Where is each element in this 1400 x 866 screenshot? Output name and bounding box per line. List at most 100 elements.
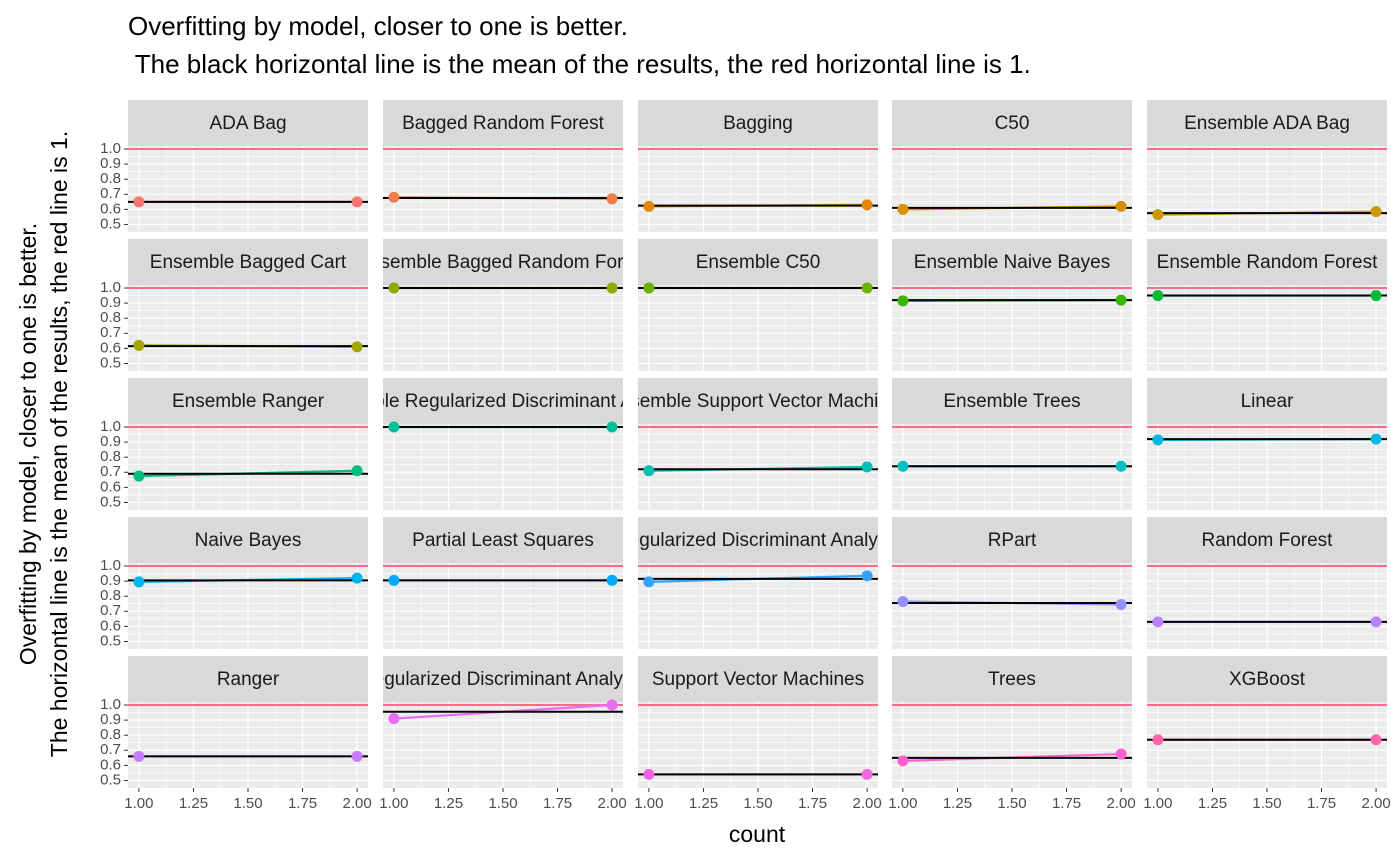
data-point xyxy=(861,282,873,294)
strip-label: Ensemble C50 xyxy=(696,252,821,273)
x-axis-title: count xyxy=(729,821,786,847)
strip-background xyxy=(383,100,623,146)
strip-label: Ensemble Trees xyxy=(943,391,1080,412)
x-tick-label: 1.75 xyxy=(1307,795,1336,812)
strip-background xyxy=(892,656,1132,702)
facet-panel: Ranger 0.50.60.70.80.91.0 1.00 1.25 1.50 1.75… xyxy=(100,656,372,812)
data-point xyxy=(133,196,145,208)
strip-background xyxy=(128,239,368,285)
strip-label: Random Forest xyxy=(1202,530,1334,551)
facet-panel: Ensemble C50 xyxy=(638,239,878,371)
y-tick-label: 1.0 xyxy=(100,279,121,296)
y-tick-label: 1.0 xyxy=(100,696,121,713)
strip-label: Bagged Random Forest xyxy=(402,113,604,134)
x-tick-label: 1.25 xyxy=(434,795,463,812)
facet-panel: Ensemble Bagged Cart 0.50.60.70.80.91.0 xyxy=(100,239,368,371)
x-tick-label: 1.00 xyxy=(124,795,153,812)
strip-label: Ensemble Random Forest xyxy=(1157,252,1378,273)
y-tick-label: 0.8 xyxy=(100,170,121,187)
x-tick-label: 1.00 xyxy=(1143,795,1172,812)
facet-panel: Ensemble ADA Bag xyxy=(1147,100,1387,232)
data-point xyxy=(861,461,873,473)
y-tick-label: 0.6 xyxy=(100,200,121,217)
data-point xyxy=(861,570,873,582)
facet-panel: C50 xyxy=(892,100,1132,232)
data-point xyxy=(861,768,873,780)
strip-background xyxy=(892,239,1132,285)
strip-background xyxy=(1147,378,1387,424)
data-point xyxy=(1152,434,1164,446)
strip-background xyxy=(383,656,623,702)
data-point xyxy=(606,193,618,205)
strip-background xyxy=(383,239,623,285)
y-tick-label: 0.9 xyxy=(100,294,121,311)
data-point xyxy=(643,768,655,780)
x-tick-label: 1.75 xyxy=(288,795,317,812)
data-point xyxy=(897,203,909,215)
data-point xyxy=(133,750,145,762)
facet-panel: Ensemble Support Vector Machines xyxy=(638,378,878,510)
data-point xyxy=(1115,748,1127,760)
x-tick-label: 1.25 xyxy=(689,795,718,812)
strip-label: RPart xyxy=(988,530,1037,551)
facet-panel: Ensemble Regularized Discriminant Analys… xyxy=(383,378,623,510)
data-point xyxy=(897,595,909,607)
facet-panel: Naive Bayes 0.50.60.70.80.91.0 xyxy=(100,517,368,649)
y-tick-label: 0.5 xyxy=(100,215,121,232)
strip-label: Naive Bayes xyxy=(195,530,302,551)
facet-panel: Ensemble Trees xyxy=(892,378,1132,510)
strip-label: Ensemble Naive Bayes xyxy=(914,252,1110,273)
strip-background xyxy=(128,100,368,146)
x-tick-label: 1.50 xyxy=(233,795,262,812)
y-tick-label: 0.9 xyxy=(100,572,121,589)
strip-label: C50 xyxy=(995,113,1030,134)
facet-panel: Regularized Discriminant Analysis 1.00 1.2… xyxy=(360,656,646,812)
facet-panel: Trees 1.00 1.25 1.50 1.75 2.00 xyxy=(888,656,1136,812)
data-point xyxy=(897,755,909,767)
facet-panel: Ensemble Ranger 0.50.60.70.80.91.0 xyxy=(100,378,368,510)
data-point xyxy=(1370,616,1382,628)
data-point xyxy=(897,460,909,472)
y-tick-label: 0.6 xyxy=(100,339,121,356)
y-tick-label: 0.9 xyxy=(100,711,121,728)
chart-title: Overfitting by model, closer to one is b… xyxy=(128,11,628,41)
strip-background xyxy=(892,517,1132,563)
data-point xyxy=(606,574,618,586)
data-point xyxy=(1115,598,1127,610)
data-point xyxy=(606,699,618,711)
y-tick-label: 0.5 xyxy=(100,354,121,371)
data-point xyxy=(351,341,363,353)
data-point xyxy=(388,191,400,203)
data-point xyxy=(1370,206,1382,218)
facet-panel: XGBoost 1.00 1.25 1.50 1.75 2.00 xyxy=(1143,656,1391,812)
x-tick-label: 1.50 xyxy=(488,795,517,812)
x-tick-label: 2.00 xyxy=(342,795,371,812)
data-point xyxy=(388,574,400,586)
data-point xyxy=(1152,209,1164,221)
facet-panel: Bagged Random Forest xyxy=(383,100,623,232)
strip-label: Regularized Discriminant Analysis xyxy=(360,669,646,690)
y-tick-label: 0.5 xyxy=(100,632,121,649)
strip-background xyxy=(1147,656,1387,702)
x-tick-label: 1.50 xyxy=(1252,795,1281,812)
strip-label: Ensemble Bagged Cart xyxy=(150,252,347,273)
data-point xyxy=(133,576,145,588)
strip-background xyxy=(892,378,1132,424)
chart-title: The black horizontal line is the mean of… xyxy=(128,49,1031,79)
x-tick-label: 1.75 xyxy=(1052,795,1081,812)
y-axis-title: Overfitting by model, closer to one is b… xyxy=(15,223,41,665)
facet-panel: Ensemble Naive Bayes xyxy=(892,239,1132,371)
y-axis-title: The horizontal line is the mean of the r… xyxy=(46,131,72,757)
strip-label: Support Vector Machines xyxy=(652,669,864,690)
y-tick-label: 0.7 xyxy=(100,324,121,341)
y-tick-label: 0.5 xyxy=(100,493,121,510)
data-point xyxy=(388,713,400,725)
strip-label: Ranger xyxy=(217,669,280,690)
strip-background xyxy=(1147,239,1387,285)
y-tick-label: 0.7 xyxy=(100,602,121,619)
data-point xyxy=(1152,616,1164,628)
strip-label: Bagging xyxy=(723,113,793,134)
y-tick-label: 0.7 xyxy=(100,741,121,758)
strip-label: Trees xyxy=(988,669,1036,690)
